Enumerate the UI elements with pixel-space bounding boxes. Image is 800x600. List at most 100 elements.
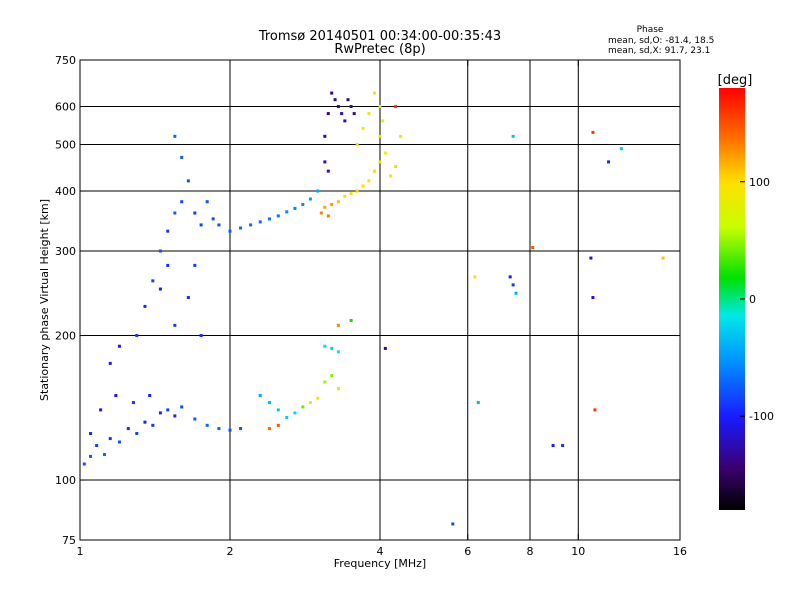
data-point <box>158 411 162 415</box>
data-point <box>211 217 215 221</box>
data-point <box>367 179 371 183</box>
data-point <box>180 405 184 409</box>
data-point <box>349 192 353 196</box>
data-point <box>399 134 403 138</box>
data-point <box>89 454 93 458</box>
data-point <box>217 223 221 227</box>
data-point <box>193 263 197 267</box>
data-point <box>330 374 334 378</box>
data-point <box>267 401 271 405</box>
data-point <box>589 256 593 260</box>
data-point <box>258 394 262 398</box>
data-point <box>143 304 147 308</box>
y-tick-label: 750 <box>55 54 76 67</box>
data-point <box>267 427 271 431</box>
data-point <box>373 169 377 173</box>
data-point <box>95 444 99 448</box>
colorbar-tick-label: 100 <box>749 176 770 189</box>
data-point <box>135 432 139 436</box>
y-tick-label: 400 <box>55 185 76 198</box>
data-point <box>593 408 597 412</box>
data-point <box>239 226 243 230</box>
colorbar-tick-label: -100 <box>749 410 774 423</box>
data-point <box>352 112 356 116</box>
x-tick-label: 10 <box>571 545 585 558</box>
data-point <box>355 143 359 147</box>
x-tick-label: 1 <box>77 545 84 558</box>
data-point <box>514 291 518 295</box>
data-point <box>276 423 280 427</box>
data-point <box>381 119 385 123</box>
data-point <box>346 98 350 102</box>
data-point <box>330 202 334 206</box>
data-point <box>193 211 197 215</box>
data-point <box>166 263 170 267</box>
data-point <box>511 283 515 287</box>
data-point <box>103 453 107 457</box>
data-point <box>551 444 555 448</box>
x-tick-label: 6 <box>464 545 471 558</box>
data-point <box>276 214 280 218</box>
data-point <box>323 160 327 164</box>
data-point <box>378 105 382 109</box>
data-point <box>276 408 280 412</box>
data-point <box>205 200 209 204</box>
data-point <box>151 279 155 283</box>
data-point <box>619 147 623 151</box>
data-point <box>239 427 243 431</box>
stats-heading: Phase <box>637 25 664 35</box>
stats-line-x: mean, sd,X: 91.7, 23.1 <box>608 46 710 56</box>
data-point <box>267 217 271 221</box>
data-point <box>293 206 297 210</box>
y-tick-label: 75 <box>62 534 76 547</box>
data-point <box>126 427 130 431</box>
data-point <box>158 287 162 291</box>
y-tick-label: 500 <box>55 139 76 152</box>
data-point <box>319 211 323 215</box>
y-tick-label: 600 <box>55 101 76 114</box>
data-point <box>323 380 327 384</box>
data-point <box>333 98 337 102</box>
data-point <box>383 346 387 350</box>
data-point <box>173 323 177 327</box>
data-point <box>285 210 289 214</box>
data-point <box>117 344 121 348</box>
y-tick-label: 200 <box>55 330 76 343</box>
data-point <box>394 105 398 109</box>
x-axis-label: Frequency [MHz] <box>334 557 426 570</box>
data-point <box>336 350 340 354</box>
data-point <box>301 202 305 206</box>
data-point <box>293 411 297 415</box>
x-tick-label: 4 <box>377 545 384 558</box>
data-point <box>323 205 327 209</box>
data-point <box>336 387 340 391</box>
data-point <box>117 440 121 444</box>
data-point <box>193 417 197 421</box>
data-point <box>394 164 398 168</box>
data-point <box>308 197 312 201</box>
data-point <box>561 444 565 448</box>
data-point <box>205 423 209 427</box>
data-point <box>336 105 340 109</box>
data-point <box>285 415 289 419</box>
data-point <box>316 396 320 400</box>
axis-ticks: 1 2 4 6 8 10 16 75 100 200 300 400 500 600 750 <box>55 54 687 558</box>
data-point <box>378 134 382 138</box>
chart-title: Tromsø 20140501 00:34:00-00:35:43 <box>258 29 501 44</box>
data-point <box>301 405 305 409</box>
data-point <box>531 246 535 250</box>
data-point <box>349 105 353 109</box>
data-point <box>511 134 515 138</box>
data-point <box>343 119 347 123</box>
data-point <box>173 414 177 418</box>
scatter-points <box>82 91 665 526</box>
data-point <box>316 189 320 193</box>
x-tick-label: 8 <box>527 545 534 558</box>
data-point <box>108 361 112 365</box>
data-point <box>99 408 103 412</box>
data-point <box>661 256 665 260</box>
data-point <box>166 229 170 233</box>
data-point <box>135 334 139 338</box>
data-point <box>82 462 86 466</box>
